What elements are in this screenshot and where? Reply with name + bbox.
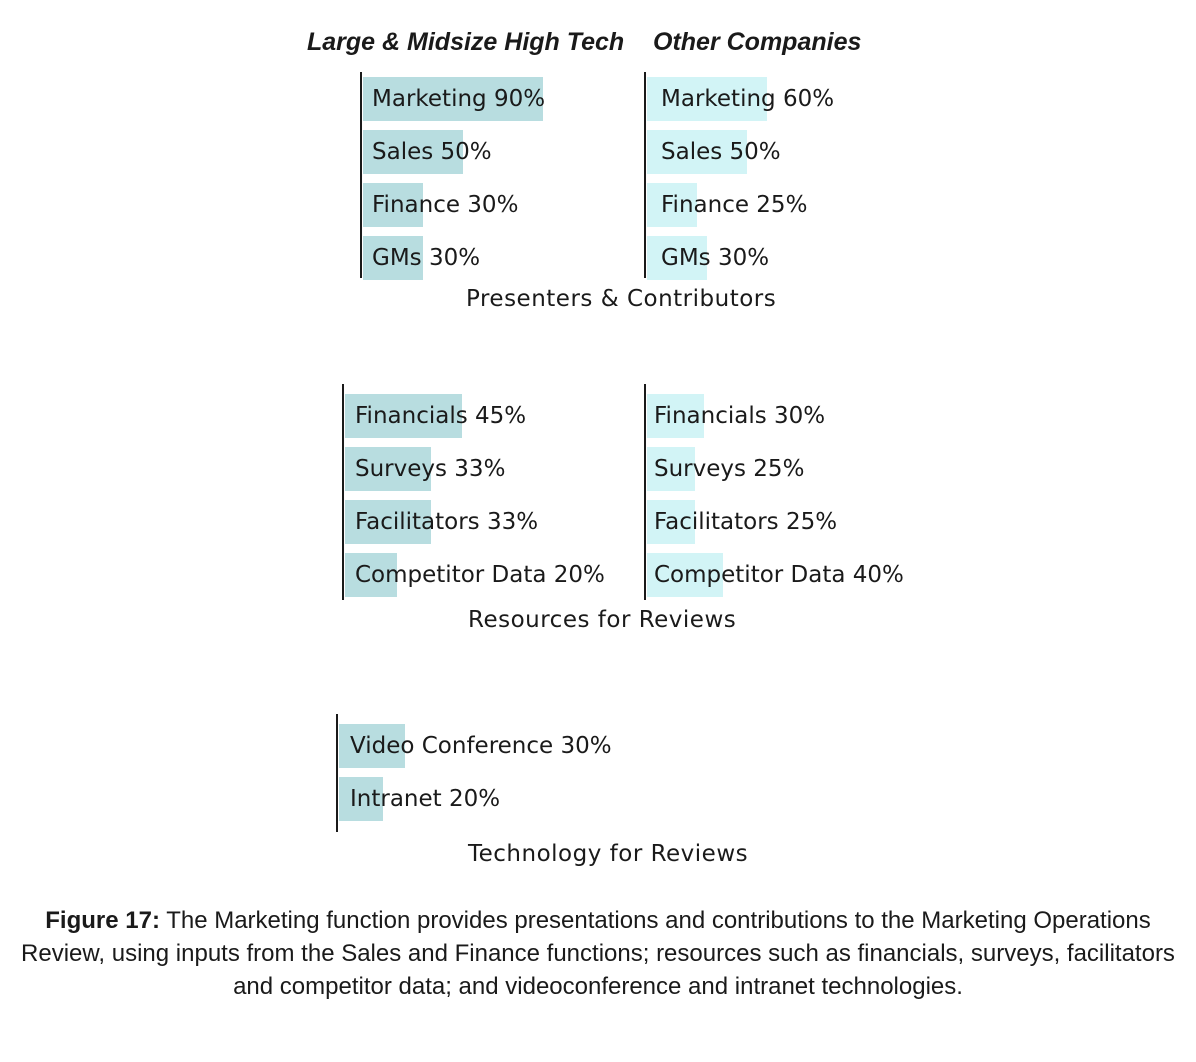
chart-1-other-companies-panel: Marketing 60% Sales 50% Finance 25% GMs 30% <box>644 72 944 280</box>
header-other-companies: Other Companies <box>653 28 862 56</box>
bar-sales <box>647 130 747 174</box>
bar-data-label: Financials 30% <box>654 403 826 429</box>
category-axis-line <box>342 384 344 600</box>
bar-intranet <box>339 777 383 821</box>
chart-1-large-midsize-high-tech-panel: Marketing 90% Sales 50% Finance 30% GMs 30% <box>360 72 660 280</box>
bar-data-label: Marketing 60% <box>661 86 835 112</box>
bar-data-label: Surveys 25% <box>654 456 805 482</box>
bar-data-label: Marketing 90% <box>372 86 546 112</box>
chart-2-other-companies-panel: Financials 30% Surveys 25% Facilitators 25… <box>644 384 944 600</box>
header-large-midsize-high-tech: Large & Midsize High Tech <box>307 28 625 56</box>
bar-data-label: GMs 30% <box>372 245 481 271</box>
bar-data-label: Facilitators 25% <box>654 509 838 535</box>
bar-finance <box>363 183 423 227</box>
bar-data-label: Competitor Data 40% <box>654 562 904 588</box>
bar-data-label: Intranet 20% <box>350 786 501 812</box>
category-axis-line <box>644 384 646 600</box>
subtitle-resources-for-reviews: Resources for Reviews <box>468 607 737 633</box>
bar-financials <box>647 394 704 438</box>
bar-gms <box>363 236 423 280</box>
subtitle-presenters-contributors: Presenters & Contributors <box>466 286 777 312</box>
bar-data-label: Finance 30% <box>372 192 519 218</box>
bar-financials <box>345 394 462 438</box>
bar-data-label: Finance 25% <box>661 192 808 218</box>
bar-data-label: Financials 45% <box>355 403 527 429</box>
bar-surveys <box>345 447 431 491</box>
bar-facilitators <box>345 500 431 544</box>
bar-video-conference <box>339 724 405 768</box>
category-axis-line <box>644 72 646 278</box>
bar-gms <box>647 236 707 280</box>
bar-competitor-data <box>647 553 723 597</box>
chart-2-large-midsize-high-tech-panel: Financials 45% Surveys 33% Facilitators 33… <box>342 384 642 600</box>
bar-data-label: Competitor Data 20% <box>355 562 605 588</box>
category-axis-line <box>336 714 338 832</box>
bar-sales <box>363 130 463 174</box>
bar-finance <box>647 183 697 227</box>
bar-data-label: Sales 50% <box>661 139 781 165</box>
bar-facilitators <box>647 500 695 544</box>
figure-caption-prefix: Figure 17: <box>45 907 160 934</box>
bar-data-label: Video Conference 30% <box>350 733 612 759</box>
bar-data-label: GMs 30% <box>661 245 770 271</box>
chart-3-large-midsize-high-tech-panel: Video Conference 30% Intranet 20% <box>336 714 636 832</box>
figure-caption: Figure 17: The Marketing function provid… <box>0 904 1196 1003</box>
bar-data-label: Sales 50% <box>372 139 492 165</box>
bar-data-label: Facilitators 33% <box>355 509 539 535</box>
subtitle-technology-for-reviews: Technology for Reviews <box>468 841 749 867</box>
category-axis-line <box>360 72 362 278</box>
bar-marketing <box>647 77 767 121</box>
bar-competitor-data <box>345 553 397 597</box>
bar-marketing <box>363 77 543 121</box>
bar-data-label: Surveys 33% <box>355 456 506 482</box>
figure-caption-text: The Marketing function provides presenta… <box>21 907 1175 1000</box>
bar-surveys <box>647 447 695 491</box>
